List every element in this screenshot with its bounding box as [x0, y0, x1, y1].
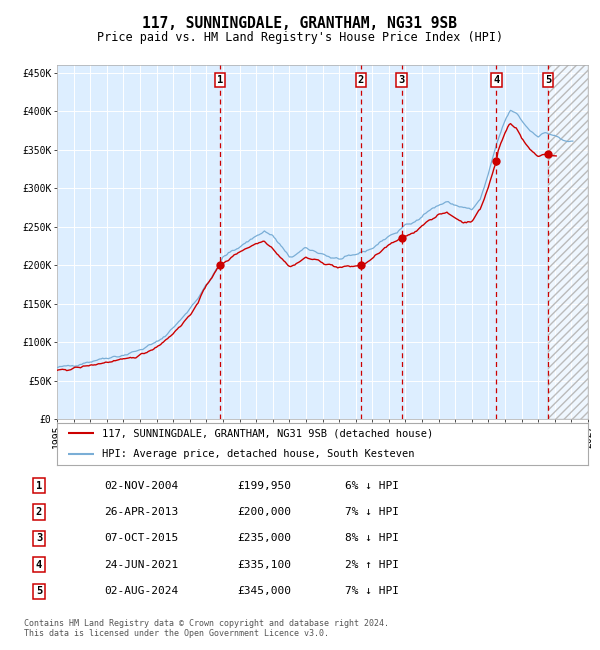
- Text: 2: 2: [36, 507, 42, 517]
- Text: Price paid vs. HM Land Registry's House Price Index (HPI): Price paid vs. HM Land Registry's House …: [97, 31, 503, 44]
- Text: 2: 2: [358, 75, 364, 85]
- Text: £200,000: £200,000: [237, 507, 291, 517]
- Text: 7% ↓ HPI: 7% ↓ HPI: [345, 586, 399, 596]
- Text: £199,950: £199,950: [237, 481, 291, 491]
- Text: 1: 1: [36, 481, 42, 491]
- Text: 6% ↓ HPI: 6% ↓ HPI: [345, 481, 399, 491]
- Text: 2% ↑ HPI: 2% ↑ HPI: [345, 560, 399, 570]
- Text: £345,000: £345,000: [237, 586, 291, 596]
- Text: 3: 3: [398, 75, 405, 85]
- Bar: [548, 65, 588, 419]
- Text: £235,000: £235,000: [237, 534, 291, 543]
- Text: 4: 4: [493, 75, 500, 85]
- Text: 26-APR-2013: 26-APR-2013: [104, 507, 178, 517]
- Bar: [548, 65, 588, 419]
- Text: 5: 5: [36, 586, 42, 596]
- Text: 02-NOV-2004: 02-NOV-2004: [104, 481, 178, 491]
- Text: 02-AUG-2024: 02-AUG-2024: [104, 586, 178, 596]
- Text: 117, SUNNINGDALE, GRANTHAM, NG31 9SB (detached house): 117, SUNNINGDALE, GRANTHAM, NG31 9SB (de…: [102, 428, 433, 438]
- Text: 5: 5: [545, 75, 551, 85]
- Text: HPI: Average price, detached house, South Kesteven: HPI: Average price, detached house, Sout…: [102, 449, 415, 459]
- Text: 1: 1: [217, 75, 223, 85]
- Text: 3: 3: [36, 534, 42, 543]
- Text: 4: 4: [36, 560, 42, 570]
- Text: 7% ↓ HPI: 7% ↓ HPI: [345, 507, 399, 517]
- Text: £335,100: £335,100: [237, 560, 291, 570]
- Text: 07-OCT-2015: 07-OCT-2015: [104, 534, 178, 543]
- Text: 8% ↓ HPI: 8% ↓ HPI: [345, 534, 399, 543]
- Text: Contains HM Land Registry data © Crown copyright and database right 2024.
This d: Contains HM Land Registry data © Crown c…: [24, 619, 389, 638]
- Text: 24-JUN-2021: 24-JUN-2021: [104, 560, 178, 570]
- Text: 117, SUNNINGDALE, GRANTHAM, NG31 9SB: 117, SUNNINGDALE, GRANTHAM, NG31 9SB: [143, 16, 458, 31]
